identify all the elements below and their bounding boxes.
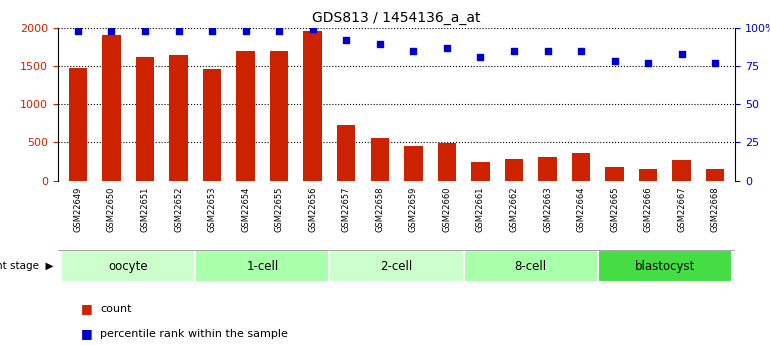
Bar — [102, 35, 121, 181]
Text: GSM22668: GSM22668 — [711, 186, 720, 232]
Point — [407, 48, 420, 53]
Text: percentile rank within the sample: percentile rank within the sample — [100, 329, 288, 339]
Point — [373, 42, 386, 47]
Point — [139, 28, 151, 33]
Bar — [136, 57, 154, 181]
Point — [105, 28, 118, 33]
Point — [474, 54, 487, 59]
Text: GSM22659: GSM22659 — [409, 186, 418, 232]
Point — [306, 26, 319, 32]
Point — [575, 48, 588, 53]
Bar — [169, 55, 188, 181]
Text: GSM22656: GSM22656 — [308, 186, 317, 232]
Point — [675, 51, 688, 56]
Text: GSM22661: GSM22661 — [476, 186, 485, 232]
Text: GSM22651: GSM22651 — [140, 186, 149, 232]
Bar — [464, 250, 598, 282]
Point — [709, 60, 721, 66]
Text: blastocyst: blastocyst — [634, 260, 695, 273]
Text: 1-cell: 1-cell — [246, 260, 279, 273]
Text: count: count — [100, 304, 132, 314]
Text: GSM22658: GSM22658 — [375, 186, 384, 232]
Text: GSM22650: GSM22650 — [107, 186, 116, 232]
Point — [507, 48, 520, 53]
Bar — [605, 167, 624, 181]
Text: GSM22666: GSM22666 — [644, 186, 653, 232]
Bar — [639, 168, 658, 181]
Bar — [330, 250, 464, 282]
Bar — [706, 168, 725, 181]
Point — [440, 45, 453, 50]
Bar — [370, 138, 389, 181]
Title: GDS813 / 1454136_a_at: GDS813 / 1454136_a_at — [313, 11, 480, 25]
Point — [340, 37, 353, 43]
Bar — [572, 153, 591, 181]
Bar — [538, 157, 557, 181]
Text: GSM22653: GSM22653 — [208, 186, 216, 232]
Point — [172, 28, 185, 33]
Bar — [598, 250, 732, 282]
Bar — [404, 146, 423, 181]
Text: GSM22654: GSM22654 — [241, 186, 250, 232]
Text: development stage  ▶: development stage ▶ — [0, 261, 54, 271]
Text: ■: ■ — [81, 327, 92, 340]
Text: GSM22655: GSM22655 — [275, 186, 283, 232]
Bar — [672, 160, 691, 181]
Text: GSM22649: GSM22649 — [73, 186, 82, 232]
Text: 8-cell: 8-cell — [514, 260, 547, 273]
Bar — [203, 69, 221, 181]
Text: GSM22660: GSM22660 — [443, 186, 451, 232]
Bar — [303, 31, 322, 181]
Text: GSM22663: GSM22663 — [543, 186, 552, 232]
Bar — [270, 51, 289, 181]
Text: GSM22667: GSM22667 — [677, 186, 686, 232]
Bar — [61, 250, 196, 282]
Text: GSM22665: GSM22665 — [610, 186, 619, 232]
Point — [642, 60, 654, 66]
Text: ■: ■ — [81, 303, 92, 315]
Point — [239, 28, 252, 33]
Bar — [69, 68, 87, 181]
Bar — [471, 162, 490, 181]
Bar — [437, 143, 456, 181]
Bar — [196, 250, 330, 282]
Text: GSM22664: GSM22664 — [577, 186, 585, 232]
Text: GSM22652: GSM22652 — [174, 186, 183, 232]
Bar — [504, 159, 523, 181]
Text: 2-cell: 2-cell — [380, 260, 413, 273]
Point — [72, 28, 84, 33]
Text: GSM22662: GSM22662 — [510, 186, 518, 232]
Bar — [236, 51, 255, 181]
Point — [206, 28, 218, 33]
Point — [273, 28, 286, 33]
Bar — [337, 125, 356, 181]
Point — [541, 48, 554, 53]
Text: GSM22657: GSM22657 — [342, 186, 350, 232]
Text: oocyte: oocyte — [109, 260, 148, 273]
Point — [608, 59, 621, 64]
